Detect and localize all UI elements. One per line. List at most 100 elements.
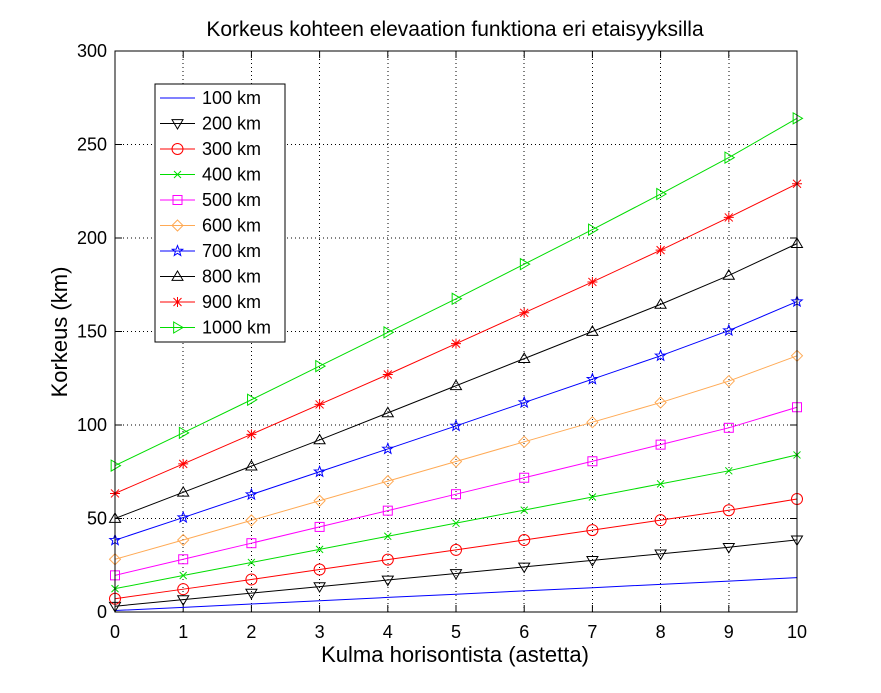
data-point [244, 487, 258, 501]
data-point [313, 563, 326, 576]
data-point [452, 519, 460, 528]
data-point [449, 419, 463, 432]
data-point [381, 406, 395, 418]
data-point [178, 554, 189, 565]
chart-title: Korkeus kohteen elevaation funktiona eri… [206, 18, 704, 41]
legend-item: 100 km [160, 88, 261, 108]
legend-item: 200 km [160, 114, 261, 134]
data-point [655, 245, 666, 256]
data-point [176, 485, 190, 497]
series-200-km [108, 535, 804, 613]
data-point [381, 442, 395, 455]
data-point [724, 466, 733, 475]
data-point [722, 374, 736, 388]
data-point [519, 307, 530, 318]
data-point [315, 545, 324, 554]
legend-label: 1000 km [202, 318, 271, 338]
data-point [179, 571, 188, 580]
legend-marker [171, 219, 184, 232]
legend-label: 100 km [202, 88, 261, 108]
data-point [245, 588, 258, 600]
series-line [114, 406, 798, 576]
legend-label: 900 km [202, 292, 261, 312]
legend-marker [172, 195, 183, 205]
legend-item: 700 km [160, 241, 261, 261]
legend-marker [172, 297, 183, 307]
x-tick-label: 5 [451, 622, 461, 642]
data-point [449, 379, 463, 391]
data-point [654, 297, 667, 309]
data-point [451, 489, 461, 500]
data-point [451, 338, 461, 349]
data-point [792, 111, 804, 125]
data-point [722, 268, 736, 280]
data-point [382, 369, 393, 380]
legend-label: 600 km [202, 216, 261, 236]
legend-label: 300 km [202, 139, 261, 159]
data-point [178, 426, 190, 440]
data-point [655, 439, 666, 450]
data-point [176, 533, 190, 547]
data-point [315, 359, 327, 373]
data-point [245, 573, 258, 586]
x-tick-label: 9 [724, 622, 734, 642]
data-point [110, 459, 122, 472]
series-line [114, 355, 798, 560]
x-tick-label: 7 [587, 622, 597, 642]
data-point [246, 429, 257, 440]
legend-marker [171, 270, 184, 281]
series-line [114, 577, 798, 611]
series-900-km [110, 178, 802, 499]
legend-item: 1000 km [160, 318, 271, 338]
data-point [517, 435, 531, 449]
legend-marker [173, 321, 184, 334]
legend-label: 200 km [202, 114, 261, 134]
data-point [383, 532, 392, 541]
series-line [114, 243, 798, 519]
data-point [247, 393, 258, 407]
series-line [114, 498, 798, 600]
data-point [722, 504, 735, 517]
legend-item: 500 km [160, 190, 261, 210]
y-tick-label: 200 [77, 228, 107, 248]
data-point [586, 415, 599, 429]
x-tick-label: 10 [787, 622, 807, 642]
data-point [178, 458, 189, 469]
data-point [177, 583, 190, 596]
y-tick-label: 0 [97, 602, 107, 622]
data-point [588, 223, 599, 236]
series-600-km [108, 349, 804, 566]
legend-item: 800 km [160, 267, 261, 287]
plot-frame [114, 50, 798, 613]
y-tick-label: 150 [77, 322, 107, 342]
data-point [381, 474, 395, 488]
legend-marker [171, 119, 184, 130]
data-point [724, 151, 736, 164]
data-point [518, 534, 531, 547]
legend-label: 500 km [202, 190, 261, 210]
y-tick-label: 300 [77, 41, 107, 61]
data-point [246, 538, 257, 549]
data-point [245, 514, 258, 527]
data-point [450, 543, 462, 556]
data-point [381, 553, 394, 566]
data-point [517, 562, 531, 574]
data-point [520, 506, 529, 514]
data-point [314, 521, 325, 532]
data-point [587, 456, 598, 467]
data-point [314, 399, 325, 410]
x-tick-label: 8 [656, 622, 666, 642]
legend-label: 700 km [202, 241, 261, 261]
data-point [381, 575, 395, 587]
data-point [313, 582, 326, 594]
series-500-km [110, 402, 802, 581]
y-tick-label: 250 [77, 135, 107, 155]
x-axis-label: Kulma horisontista (astetta) [321, 642, 589, 667]
series-100-km [114, 577, 798, 611]
x-tick-label: 2 [246, 622, 256, 642]
data-point [517, 352, 531, 363]
data-point [654, 396, 667, 409]
x-tick-label: 4 [383, 622, 393, 642]
